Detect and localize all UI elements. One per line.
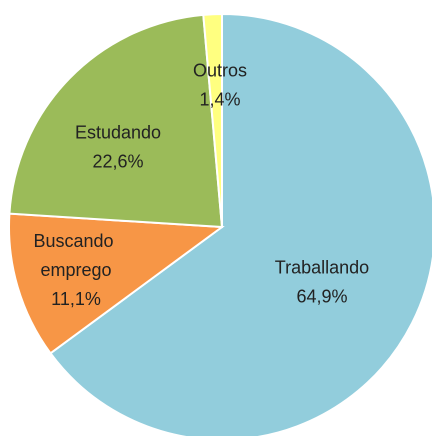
slice-value-label: 64,9% <box>296 286 347 306</box>
slice-label: Traballando <box>275 257 369 277</box>
pie-slice <box>202 12 223 228</box>
pie-slice <box>8 212 225 355</box>
slice-value-label: 22,6% <box>92 151 143 171</box>
pie-slice <box>49 12 432 436</box>
slice-label: Outros <box>193 60 247 80</box>
slice-label: Buscando emprego <box>33 231 118 280</box>
pie-slice <box>8 13 224 229</box>
slice-value-label: 11,1% <box>51 289 101 309</box>
slice-value-label: 1,4% <box>199 89 240 109</box>
slice-label: Estudando <box>75 122 161 142</box>
